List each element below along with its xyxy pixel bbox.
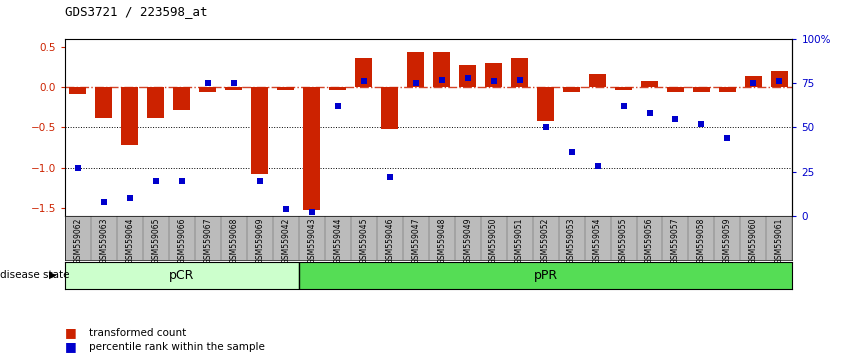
Point	[357, 79, 371, 84]
Text: GSM559047: GSM559047	[411, 217, 420, 264]
Text: pCR: pCR	[169, 269, 195, 282]
Bar	[719, 87, 736, 92]
Point	[746, 80, 760, 86]
Text: GSM559069: GSM559069	[255, 217, 264, 264]
Point	[695, 121, 708, 127]
Bar	[563, 87, 580, 92]
Point	[643, 110, 656, 116]
Point	[227, 80, 241, 86]
Text: disease state: disease state	[0, 270, 69, 280]
Text: percentile rank within the sample: percentile rank within the sample	[89, 342, 265, 352]
Bar	[329, 87, 346, 90]
Bar	[615, 87, 632, 90]
Text: GSM559050: GSM559050	[489, 217, 498, 264]
Point	[461, 75, 475, 81]
Bar	[121, 87, 139, 145]
Bar	[485, 63, 502, 87]
Bar	[589, 74, 606, 87]
Text: GSM559046: GSM559046	[385, 217, 394, 264]
Text: GSM559052: GSM559052	[541, 217, 550, 264]
Bar	[537, 87, 554, 121]
Bar	[771, 71, 788, 87]
Text: GSM559057: GSM559057	[671, 217, 680, 264]
Point	[617, 103, 630, 109]
Text: ▶: ▶	[48, 270, 56, 280]
Point	[435, 77, 449, 82]
Text: GSM559045: GSM559045	[359, 217, 368, 264]
Text: GSM559058: GSM559058	[697, 217, 706, 264]
Bar	[199, 87, 216, 92]
Point	[539, 125, 553, 130]
Text: GSM559051: GSM559051	[515, 217, 524, 264]
Text: GSM559059: GSM559059	[723, 217, 732, 264]
Text: ■: ■	[65, 326, 77, 339]
Bar	[745, 76, 762, 87]
Text: GSM559053: GSM559053	[567, 217, 576, 264]
Text: GSM559062: GSM559062	[74, 217, 82, 264]
Point	[721, 135, 734, 141]
Text: GSM559066: GSM559066	[178, 217, 186, 264]
Text: GSM559049: GSM559049	[463, 217, 472, 264]
Point	[513, 77, 527, 82]
Bar	[95, 87, 113, 118]
Bar	[65, 262, 299, 289]
Text: GSM559061: GSM559061	[775, 217, 784, 264]
Bar	[277, 87, 294, 90]
Point	[772, 79, 786, 84]
Text: GSM559054: GSM559054	[593, 217, 602, 264]
Text: GSM559044: GSM559044	[333, 217, 342, 264]
Bar	[641, 81, 658, 87]
Point	[669, 116, 682, 121]
Point	[149, 178, 163, 183]
Text: GSM559063: GSM559063	[100, 217, 108, 264]
Point	[253, 178, 267, 183]
Text: GSM559056: GSM559056	[645, 217, 654, 264]
Bar	[173, 87, 191, 110]
Text: GDS3721 / 223598_at: GDS3721 / 223598_at	[65, 5, 208, 18]
Point	[409, 80, 423, 86]
Point	[331, 103, 345, 109]
Point	[201, 80, 215, 86]
Text: ■: ■	[65, 341, 77, 353]
Bar	[303, 87, 320, 210]
Point	[97, 199, 111, 205]
Point	[123, 195, 137, 201]
Point	[175, 178, 189, 183]
Text: GSM559055: GSM559055	[619, 217, 628, 264]
Text: GSM559068: GSM559068	[229, 217, 238, 264]
Point	[591, 164, 604, 169]
Bar	[693, 87, 710, 92]
Bar	[299, 262, 792, 289]
Text: GSM559060: GSM559060	[749, 217, 758, 264]
Bar	[69, 87, 87, 94]
Text: transformed count: transformed count	[89, 328, 186, 338]
Text: GSM559065: GSM559065	[152, 217, 160, 264]
Bar	[667, 87, 684, 92]
Bar	[511, 58, 528, 87]
Text: GSM559064: GSM559064	[126, 217, 134, 264]
Text: GSM559042: GSM559042	[281, 217, 290, 264]
Text: GSM559048: GSM559048	[437, 217, 446, 264]
Point	[305, 210, 319, 215]
Bar	[251, 87, 268, 174]
Bar	[381, 87, 398, 129]
Point	[71, 165, 85, 171]
Text: GSM559067: GSM559067	[204, 217, 212, 264]
Point	[279, 206, 293, 212]
Bar	[355, 58, 372, 87]
Bar	[147, 87, 165, 118]
Point	[383, 174, 397, 180]
Point	[487, 79, 501, 84]
Bar	[433, 52, 450, 87]
Bar	[459, 65, 476, 87]
Bar	[407, 52, 424, 87]
Bar	[225, 87, 242, 90]
Text: GSM559043: GSM559043	[307, 217, 316, 264]
Point	[565, 149, 578, 155]
Text: pPR: pPR	[533, 269, 558, 282]
